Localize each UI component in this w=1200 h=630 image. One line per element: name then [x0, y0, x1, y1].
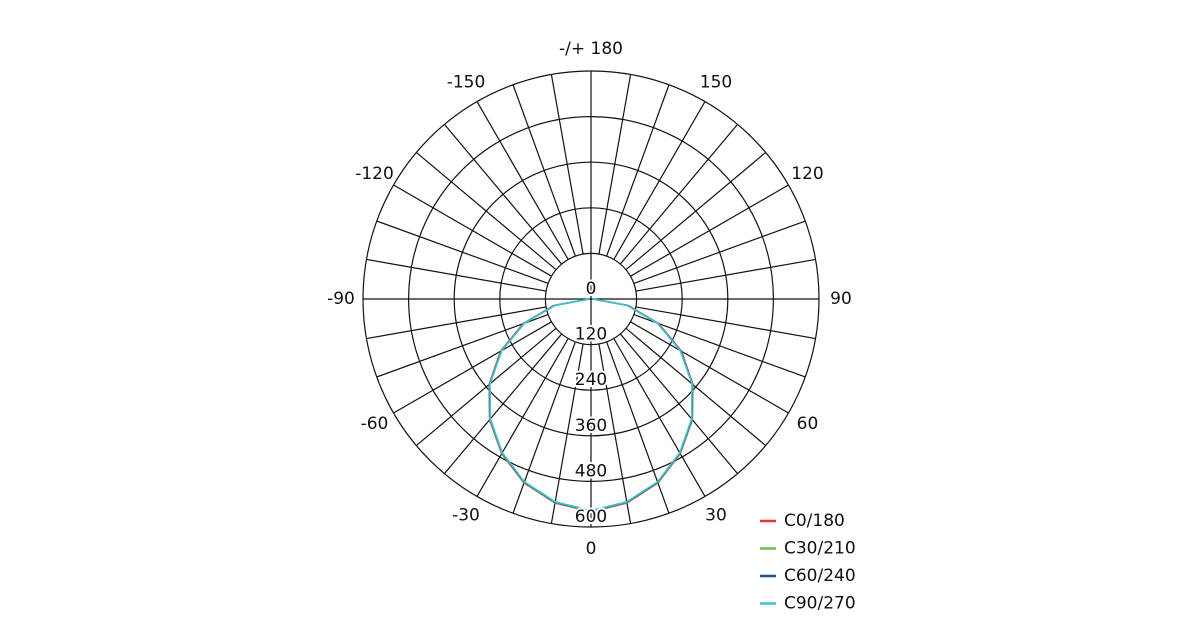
spoke: [598, 343, 632, 524]
theta-tick-label: -/+ 180: [559, 39, 623, 59]
r-tick-label: 120: [575, 325, 607, 345]
series-line: [489, 298, 693, 512]
spoke: [619, 123, 739, 265]
legend-label: C90/270: [784, 594, 856, 614]
theta-tick-label: 120: [791, 164, 823, 184]
spoke: [625, 151, 767, 271]
spoke: [512, 84, 576, 257]
legend-label: C0/180: [784, 511, 845, 531]
spoke: [366, 258, 547, 292]
r-tick-label: 360: [575, 416, 607, 436]
spoke: [635, 258, 816, 292]
spoke: [619, 333, 739, 475]
legend-label: C30/210: [784, 539, 856, 559]
theta-tick-label: -30: [452, 506, 480, 526]
spoke: [393, 321, 552, 414]
spoke: [415, 327, 557, 447]
r-tick-label: 600: [575, 507, 607, 527]
legend-label: C60/240: [784, 566, 856, 586]
spoke: [550, 74, 584, 255]
spoke: [393, 184, 552, 277]
theta-tick-label: -120: [355, 164, 394, 184]
r-tick-label: 0: [586, 279, 597, 299]
spoke: [376, 220, 549, 284]
r-tick-label: 240: [575, 370, 607, 390]
spoke: [476, 338, 569, 497]
theta-tick-label: 60: [797, 414, 819, 434]
spoke: [512, 341, 576, 514]
spoke: [613, 338, 706, 497]
spoke: [443, 123, 563, 265]
theta-tick-label: 30: [705, 506, 727, 526]
theta-tick-label: 0: [586, 539, 597, 559]
spoke: [598, 74, 632, 255]
theta-tick-label: -60: [361, 414, 389, 434]
r-tick-label: 480: [575, 461, 607, 481]
spoke: [630, 184, 789, 277]
spoke: [376, 314, 549, 378]
spoke: [415, 151, 557, 271]
spoke: [613, 101, 706, 260]
spoke: [606, 341, 670, 514]
spoke: [625, 327, 767, 447]
theta-tick-label: 90: [830, 289, 852, 309]
theta-tick-label: -90: [327, 289, 355, 309]
spoke: [476, 101, 569, 260]
spoke: [630, 321, 789, 414]
spoke: [606, 84, 670, 257]
spoke: [443, 333, 563, 475]
theta-tick-label: 150: [700, 72, 732, 92]
spoke: [633, 314, 806, 378]
spoke: [633, 220, 806, 284]
theta-tick-label: -150: [447, 72, 486, 92]
spoke: [550, 343, 584, 524]
spoke: [635, 306, 816, 340]
spoke: [366, 306, 547, 340]
